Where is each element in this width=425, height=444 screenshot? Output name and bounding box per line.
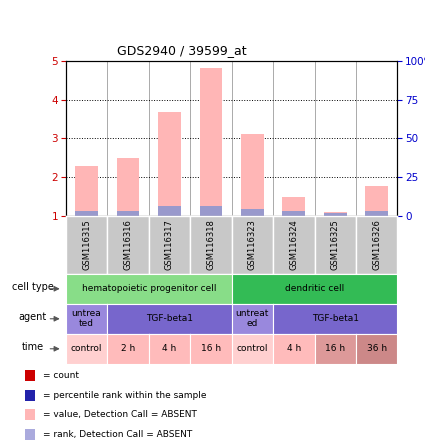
- Text: dendritic cell: dendritic cell: [285, 284, 344, 293]
- Text: GSM116316: GSM116316: [124, 219, 133, 270]
- Text: hematopoietic progenitor cell: hematopoietic progenitor cell: [82, 284, 216, 293]
- Text: GSM116315: GSM116315: [82, 219, 91, 270]
- Text: agent: agent: [19, 312, 47, 322]
- Bar: [324, 212, 347, 216]
- Bar: [158, 112, 181, 216]
- Text: = count: = count: [43, 371, 79, 380]
- Bar: [199, 68, 222, 216]
- Bar: [365, 211, 388, 216]
- Text: 36 h: 36 h: [367, 344, 387, 353]
- Bar: [282, 211, 305, 216]
- Text: GSM116326: GSM116326: [372, 219, 381, 270]
- Text: GSM116324: GSM116324: [289, 219, 298, 270]
- Text: control: control: [71, 344, 102, 353]
- Text: GSM116318: GSM116318: [207, 219, 215, 270]
- Bar: [282, 197, 305, 216]
- Text: time: time: [22, 342, 44, 352]
- Text: untreat
ed: untreat ed: [235, 309, 269, 329]
- Bar: [116, 159, 139, 216]
- Bar: [75, 211, 98, 216]
- Text: GSM116323: GSM116323: [248, 219, 257, 270]
- Text: GSM116317: GSM116317: [165, 219, 174, 270]
- Bar: [241, 209, 264, 216]
- Text: GDS2940 / 39599_at: GDS2940 / 39599_at: [117, 44, 246, 57]
- Text: 4 h: 4 h: [286, 344, 301, 353]
- Text: untrea
ted: untrea ted: [72, 309, 102, 329]
- Bar: [116, 211, 139, 216]
- Bar: [25, 409, 35, 420]
- Bar: [365, 186, 388, 216]
- Text: TGF-beta1: TGF-beta1: [146, 314, 193, 323]
- Text: 16 h: 16 h: [325, 344, 345, 353]
- Text: control: control: [237, 344, 268, 353]
- Text: cell type: cell type: [12, 282, 54, 292]
- Bar: [241, 135, 264, 216]
- Text: TGF-beta1: TGF-beta1: [312, 314, 359, 323]
- Bar: [199, 206, 222, 216]
- Bar: [25, 390, 35, 400]
- Bar: [75, 166, 98, 216]
- Text: = rank, Detection Call = ABSENT: = rank, Detection Call = ABSENT: [43, 430, 192, 439]
- Text: 2 h: 2 h: [121, 344, 135, 353]
- Text: GSM116325: GSM116325: [331, 219, 340, 270]
- Bar: [25, 370, 35, 381]
- Text: = value, Detection Call = ABSENT: = value, Detection Call = ABSENT: [43, 410, 197, 419]
- Text: 16 h: 16 h: [201, 344, 221, 353]
- Bar: [25, 429, 35, 440]
- Text: = percentile rank within the sample: = percentile rank within the sample: [43, 391, 207, 400]
- Bar: [324, 213, 347, 216]
- Text: 4 h: 4 h: [162, 344, 177, 353]
- Bar: [158, 206, 181, 216]
